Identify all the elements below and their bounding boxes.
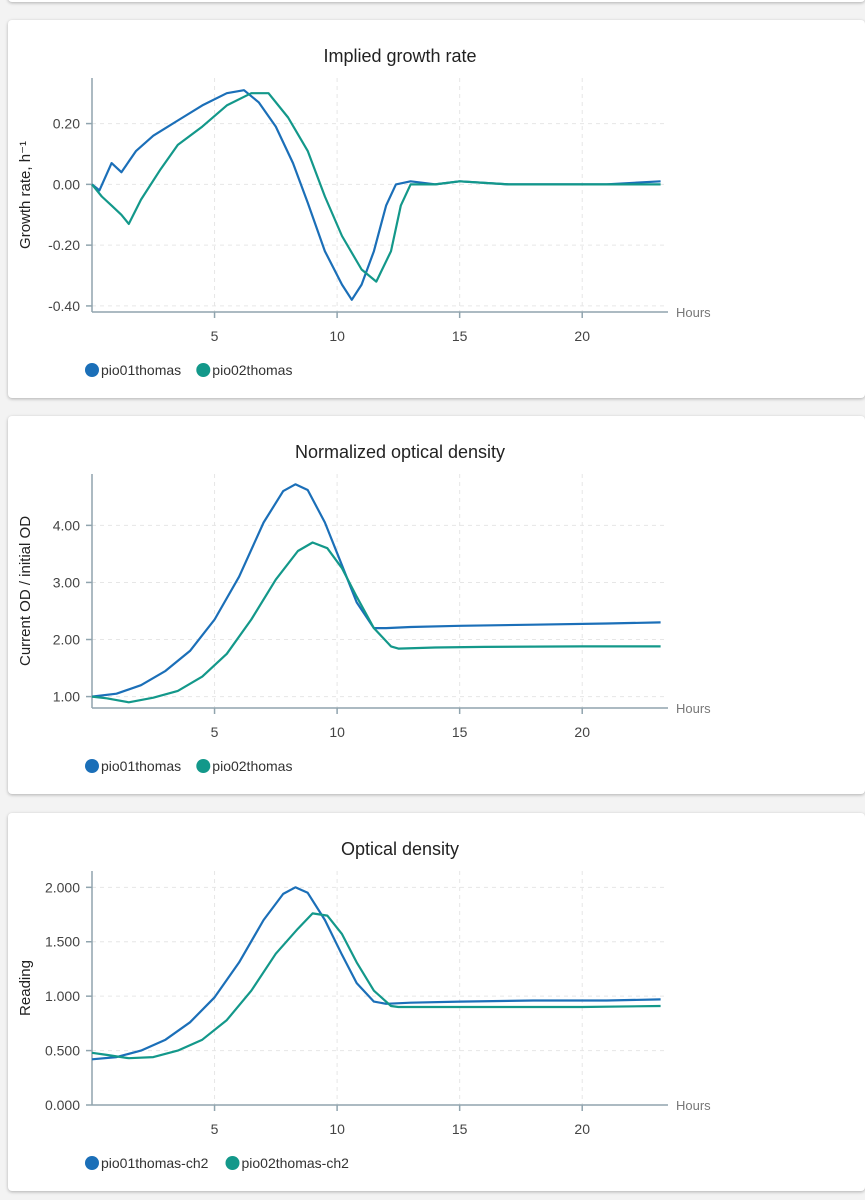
legend-item[interactable]: pio01thomas — [85, 362, 181, 378]
chart-title: Optical density — [341, 839, 459, 859]
legend-item[interactable]: pio02thomas — [196, 362, 292, 378]
series-line-pio01thomas — [91, 483, 661, 698]
legend-label[interactable]: pio02thomas — [212, 758, 292, 774]
y-tick-label: 1.000 — [45, 988, 80, 1004]
x-tick-label: 10 — [329, 724, 345, 740]
normalized-od-chart-card: Normalized optical density 1.00 2.00 3.00 4.… — [8, 416, 865, 794]
x-axis-unit-label: Hours — [676, 1098, 711, 1113]
y-tick-label: 0.000 — [45, 1097, 80, 1113]
y-tick-label: -0.40 — [48, 298, 80, 314]
x-tick-label: 5 — [211, 724, 219, 740]
legend-marker[interactable] — [85, 363, 99, 377]
growth-rate-chart: Implied growth rate -0.40 -0.20 0.00 0.20 5 10… — [17, 46, 711, 378]
series-line-pio01thomas — [91, 89, 661, 301]
x-tick-label: 15 — [452, 1121, 468, 1137]
y-tick-label: 0.00 — [53, 176, 80, 192]
legend-marker[interactable] — [196, 759, 211, 773]
y-tick-label: 0.20 — [53, 116, 80, 132]
y-tick-label: 4.00 — [53, 517, 80, 533]
y-tick-label: 3.00 — [53, 574, 80, 590]
x-tick-label: 5 — [211, 1121, 219, 1137]
legend-marker[interactable] — [225, 1156, 240, 1170]
x-tick-label: 10 — [329, 1121, 345, 1137]
x-tick-label: 20 — [574, 1121, 590, 1137]
x-tick-label: 5 — [211, 328, 219, 344]
y-tick-label: -0.20 — [48, 237, 80, 253]
y-tick-label: 2.000 — [45, 879, 80, 895]
growth-rate-chart-card: Implied growth rate -0.40 -0.20 0.00 0.20 5 10… — [8, 20, 865, 398]
y-tick-label: 2.00 — [53, 632, 80, 648]
x-axis-unit-label: Hours — [676, 305, 711, 320]
x-tick-label: 20 — [574, 724, 590, 740]
legend-item[interactable]: pio01thomas-ch2 — [85, 1155, 209, 1171]
chart-title: Normalized optical density — [295, 442, 505, 462]
chart-title: Implied growth rate — [323, 46, 476, 66]
legend-label[interactable]: pio01thomas — [101, 362, 181, 378]
legend-label[interactable]: pio02thomas — [212, 362, 292, 378]
optical-density-chart-card: Optical density 0.000 0.500 1.000 1.500 2.000… — [8, 813, 865, 1191]
x-tick-label: 15 — [452, 328, 468, 344]
x-tick-label: 10 — [329, 328, 345, 344]
x-axis-unit-label: Hours — [676, 701, 711, 716]
x-tick-label: 15 — [452, 724, 468, 740]
series-line-pio02thomas-ch2 — [91, 912, 661, 1060]
x-tick-label: 20 — [574, 328, 590, 344]
legend-marker[interactable] — [196, 363, 211, 377]
legend-marker[interactable] — [85, 1156, 99, 1170]
legend-item[interactable]: pio02thomas — [196, 758, 292, 774]
legend-item[interactable]: pio01thomas — [85, 758, 181, 774]
series-line-pio02thomas — [91, 92, 661, 283]
series-line-pio02thomas — [91, 541, 661, 704]
previous-chart-card — [8, 0, 865, 2]
legend-label[interactable]: pio01thomas — [101, 758, 181, 774]
y-axis-label: Reading — [17, 960, 34, 1016]
normalized-od-chart: Normalized optical density 1.00 2.00 3.00 4.… — [17, 442, 711, 774]
legend-marker[interactable] — [85, 759, 99, 773]
y-tick-label: 0.500 — [45, 1043, 80, 1059]
legend-label[interactable]: pio01thomas-ch2 — [101, 1155, 209, 1171]
legend-label[interactable]: pio02thomas-ch2 — [242, 1155, 350, 1171]
optical-density-chart: Optical density 0.000 0.500 1.000 1.500 2.000… — [17, 839, 711, 1171]
y-tick-label: 1.00 — [53, 689, 80, 705]
y-axis-label: Current OD / initial OD — [17, 516, 34, 666]
legend-item[interactable]: pio02thomas-ch2 — [225, 1155, 350, 1171]
y-axis-label: Growth rate, h⁻¹ — [17, 141, 34, 249]
y-tick-label: 1.500 — [45, 934, 80, 950]
series-line-pio01thomas-ch2 — [91, 886, 661, 1061]
